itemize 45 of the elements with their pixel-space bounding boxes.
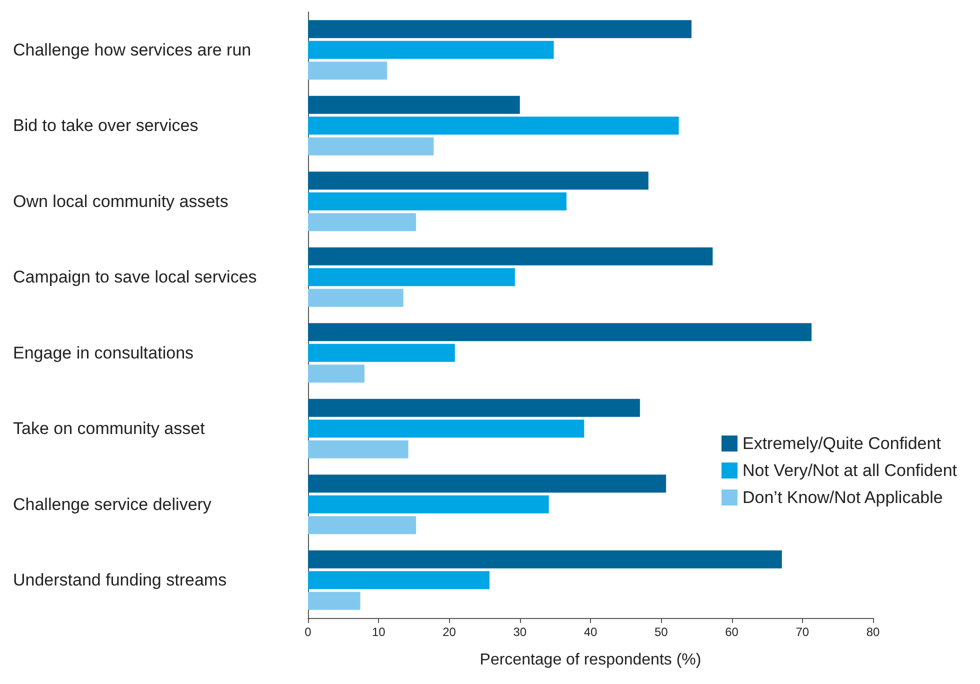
- bar: [308, 398, 640, 417]
- y-tick-label: Campaign to save local services: [13, 268, 257, 287]
- bar: [308, 288, 404, 307]
- x-tick-label: 0: [304, 625, 312, 639]
- x-tick-label: 20: [442, 625, 456, 639]
- y-tick-label: Understand funding streams: [13, 570, 227, 590]
- bar: [308, 571, 490, 590]
- bar: [308, 268, 515, 286]
- legend-label: Don’t Know/Not Applicable: [742, 488, 943, 507]
- bar: [308, 116, 679, 135]
- bar: [308, 62, 388, 80]
- bar: [308, 550, 782, 568]
- x-tick-label: 50: [654, 625, 668, 639]
- x-tick-label: 60: [725, 625, 739, 639]
- bar: [308, 516, 416, 534]
- bar: [308, 247, 713, 266]
- bar: [308, 344, 455, 362]
- bar: [308, 40, 554, 59]
- legend-label: Not Very/Not at all Confident: [742, 461, 958, 480]
- legend-label: Extremely/Quite Confident: [742, 434, 942, 453]
- x-tick-label: 70: [796, 625, 810, 639]
- y-tick-label: Take on community asset: [13, 419, 206, 438]
- bar: [308, 440, 408, 458]
- bar: [308, 192, 566, 210]
- x-tick-label: 80: [866, 625, 880, 639]
- bar: [308, 323, 812, 342]
- x-tick-label: 40: [584, 625, 598, 639]
- bar: [308, 495, 549, 514]
- x-axis-title: Percentage of respondents (%): [480, 652, 702, 668]
- y-tick-label: Own local community assets: [13, 192, 228, 211]
- bar: [308, 20, 692, 38]
- x-tick-label: 10: [372, 625, 386, 639]
- y-tick-label: Engage in consultations: [13, 343, 194, 362]
- bar: [308, 420, 584, 438]
- bar: [308, 474, 666, 493]
- bar: [308, 172, 648, 190]
- bar: [308, 96, 520, 114]
- bar: [308, 592, 360, 610]
- x-tick-label: 30: [513, 625, 527, 639]
- y-tick-label: Challenge how services are run: [13, 40, 252, 60]
- y-tick-label: Challenge service delivery: [13, 494, 212, 514]
- bar: [308, 137, 434, 156]
- bar: [308, 364, 364, 383]
- bar: [308, 213, 416, 232]
- y-tick-label: Bid to take over services: [13, 116, 198, 136]
